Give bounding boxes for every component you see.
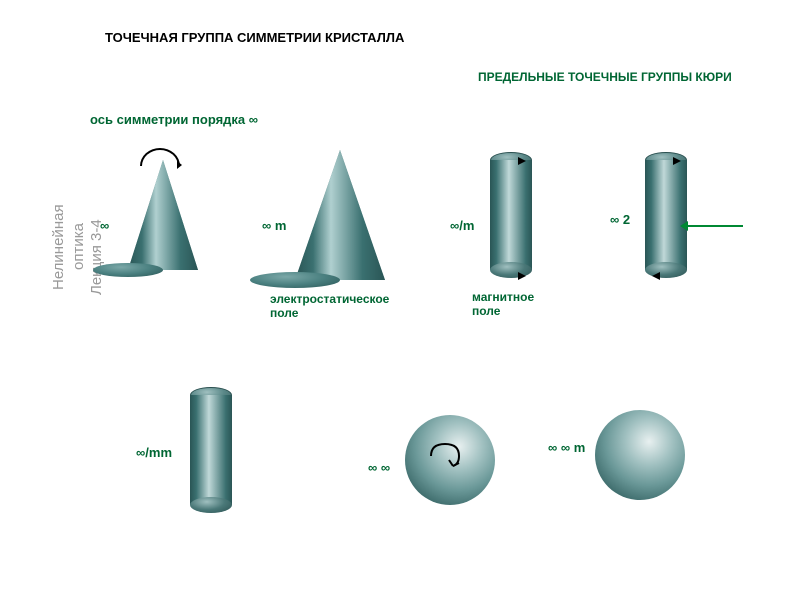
cone-infinity xyxy=(128,160,198,270)
rotation-arrow-icon xyxy=(140,148,180,166)
cylinder-infinity-slash-m xyxy=(490,160,532,270)
sub-title: ПРЕДЕЛЬНЫЕ ТОЧЕЧНЫЕ ГРУППЫ КЮРИ xyxy=(478,70,732,84)
sphere-infinity-infinity-m xyxy=(595,410,685,500)
label-inf-2: ∞ 2 xyxy=(610,212,630,227)
side-line-1: Нелинейная xyxy=(50,204,67,290)
cylinder-infinity-2 xyxy=(645,160,687,270)
label-inf-inf-m: ∞ ∞ m xyxy=(548,440,585,455)
caption-magnetic: магнитное поле xyxy=(472,290,534,318)
arrow-right-icon xyxy=(518,272,526,280)
cone-infinity-m xyxy=(295,150,385,280)
label-inf-inf: ∞ ∞ xyxy=(368,460,390,475)
arrow-left-icon xyxy=(652,272,660,280)
rotation-arrow-icon xyxy=(425,438,465,472)
label-inf-m: ∞ m xyxy=(262,218,286,233)
axis-note: ось симметрии порядка ∞ xyxy=(90,112,258,127)
green-arrow-icon xyxy=(688,225,743,227)
arrow-right-icon xyxy=(673,157,681,165)
caption-electrostatic: электростатическое поле xyxy=(270,292,389,320)
label-inf-slash-mm: ∞/mm xyxy=(136,445,172,460)
label-inf: ∞ xyxy=(100,218,109,233)
label-inf-slash-m: ∞/m xyxy=(450,218,474,233)
cylinder-infinity-slash-mm xyxy=(190,395,232,505)
arrow-right-icon xyxy=(518,157,526,165)
side-line-2: оптика xyxy=(70,223,87,270)
main-title: ТОЧЕЧНАЯ ГРУППА СИММЕТРИИ КРИСТАЛЛА xyxy=(105,30,404,45)
